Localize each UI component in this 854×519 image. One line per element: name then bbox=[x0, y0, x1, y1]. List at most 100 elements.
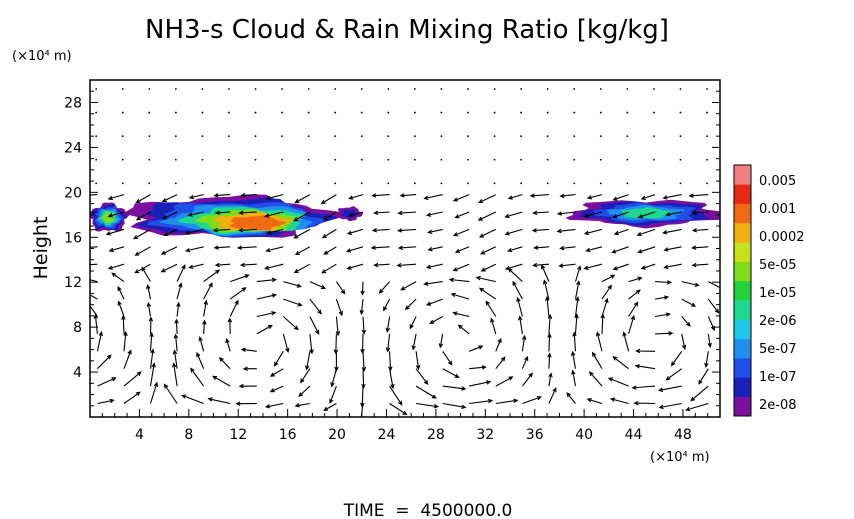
wind-arrow bbox=[681, 298, 697, 307]
wind-arrow bbox=[601, 284, 612, 300]
wind-arrow bbox=[293, 228, 311, 239]
wind-arrow bbox=[239, 262, 257, 268]
wind-arrow bbox=[265, 194, 284, 201]
calm-point bbox=[653, 111, 655, 114]
wind-arrow bbox=[107, 263, 125, 270]
wind-arrow bbox=[105, 228, 125, 236]
wind-arrow bbox=[416, 402, 440, 409]
wind-arrow bbox=[427, 246, 443, 252]
wind-arrow bbox=[371, 193, 390, 198]
wind-arrow bbox=[397, 245, 417, 251]
calm-point bbox=[706, 111, 708, 114]
wind-arrow bbox=[681, 316, 691, 327]
calm-point bbox=[387, 88, 390, 90]
calm-point bbox=[387, 111, 390, 114]
wind-arrow bbox=[574, 280, 581, 300]
wind-arrow bbox=[203, 282, 213, 300]
calm-point bbox=[467, 88, 469, 90]
calm-point bbox=[387, 182, 390, 185]
wind-arrow bbox=[415, 351, 421, 371]
calm-point bbox=[121, 158, 124, 161]
wind-arrow bbox=[242, 366, 257, 371]
wind-arrow bbox=[600, 313, 606, 334]
wind-arrow bbox=[269, 385, 284, 393]
calm-point bbox=[546, 182, 549, 185]
calm-point bbox=[679, 182, 682, 185]
wind-arrow bbox=[586, 398, 603, 405]
calm-point bbox=[599, 182, 602, 185]
calm-point bbox=[307, 158, 310, 161]
wind-arrow bbox=[469, 365, 487, 370]
wind-arrow bbox=[123, 391, 141, 404]
x-tick-label: 4 bbox=[135, 427, 144, 443]
calm-point bbox=[706, 158, 708, 161]
wind-arrow bbox=[161, 194, 178, 202]
wind-arrow bbox=[655, 295, 670, 300]
calm-point bbox=[360, 111, 363, 114]
wind-arrow bbox=[663, 246, 682, 252]
calm-point bbox=[573, 182, 576, 185]
wind-arrow bbox=[655, 312, 671, 318]
wind-arrow bbox=[545, 295, 550, 317]
plot-area bbox=[90, 88, 720, 417]
colorbar-swatch bbox=[734, 203, 751, 224]
calm-point bbox=[228, 88, 230, 90]
wind-arrow bbox=[294, 194, 311, 204]
x-tick-label: 12 bbox=[229, 427, 247, 443]
calm-point bbox=[679, 111, 682, 114]
wind-arrow bbox=[571, 369, 577, 387]
calm-point bbox=[334, 158, 337, 161]
wind-arrow bbox=[442, 385, 467, 391]
wind-arrow bbox=[321, 263, 337, 274]
wind-arrow bbox=[595, 331, 603, 352]
wind-arrow bbox=[123, 330, 128, 352]
calm-point bbox=[307, 135, 310, 138]
calm-point bbox=[493, 88, 496, 90]
wind-arrow bbox=[507, 267, 523, 283]
calm-point bbox=[360, 88, 363, 90]
calm-point bbox=[174, 158, 177, 161]
wind-arrow bbox=[397, 210, 417, 216]
wind-arrow bbox=[438, 333, 444, 349]
colorbar-frame bbox=[733, 164, 752, 417]
wind-arrow bbox=[566, 392, 576, 404]
wind-arrow bbox=[691, 245, 709, 250]
calm-point bbox=[174, 135, 177, 138]
wind-arrow bbox=[662, 228, 682, 235]
calm-point bbox=[95, 182, 98, 185]
calm-point bbox=[573, 158, 576, 161]
wind-arrow bbox=[264, 211, 284, 218]
colorbar-label: 2e-08 bbox=[759, 398, 797, 413]
calm-point bbox=[360, 182, 363, 185]
y-tick-label: 24 bbox=[64, 140, 82, 156]
wind-arrow bbox=[283, 281, 302, 288]
cloud-contour bbox=[229, 215, 287, 231]
wind-arrow bbox=[172, 349, 178, 369]
colorbar: 0.005 0.001 0.0002 5e-05 1e-05 2e-06 5e-07 1e-0… bbox=[733, 164, 805, 417]
wind-arrow bbox=[665, 368, 683, 381]
wind-arrow bbox=[256, 311, 277, 318]
wind-arrow bbox=[684, 402, 709, 412]
wind-arrow bbox=[450, 292, 470, 300]
wind-arrow bbox=[628, 314, 635, 335]
calm-point bbox=[413, 88, 416, 90]
calm-point bbox=[653, 88, 655, 90]
wind-arrow bbox=[532, 210, 549, 216]
wind-arrow bbox=[117, 300, 125, 317]
wind-arrow bbox=[611, 211, 629, 219]
wind-arrow bbox=[385, 316, 391, 333]
wind-arrow bbox=[184, 228, 204, 236]
time-label: TIME = 4500000.0 bbox=[343, 501, 513, 519]
wind-arrow bbox=[283, 298, 303, 307]
wind-arrow bbox=[212, 228, 231, 233]
colorbar-swatch bbox=[734, 261, 751, 282]
colorbar-swatch bbox=[734, 396, 751, 417]
wind-arrow bbox=[256, 277, 278, 283]
wind-arrow bbox=[521, 355, 529, 369]
wind-arrow bbox=[90, 194, 98, 196]
y-tick-label: 12 bbox=[64, 275, 82, 291]
calm-point bbox=[228, 135, 230, 138]
wind-arrow bbox=[612, 263, 629, 271]
wind-arrow bbox=[309, 281, 327, 289]
